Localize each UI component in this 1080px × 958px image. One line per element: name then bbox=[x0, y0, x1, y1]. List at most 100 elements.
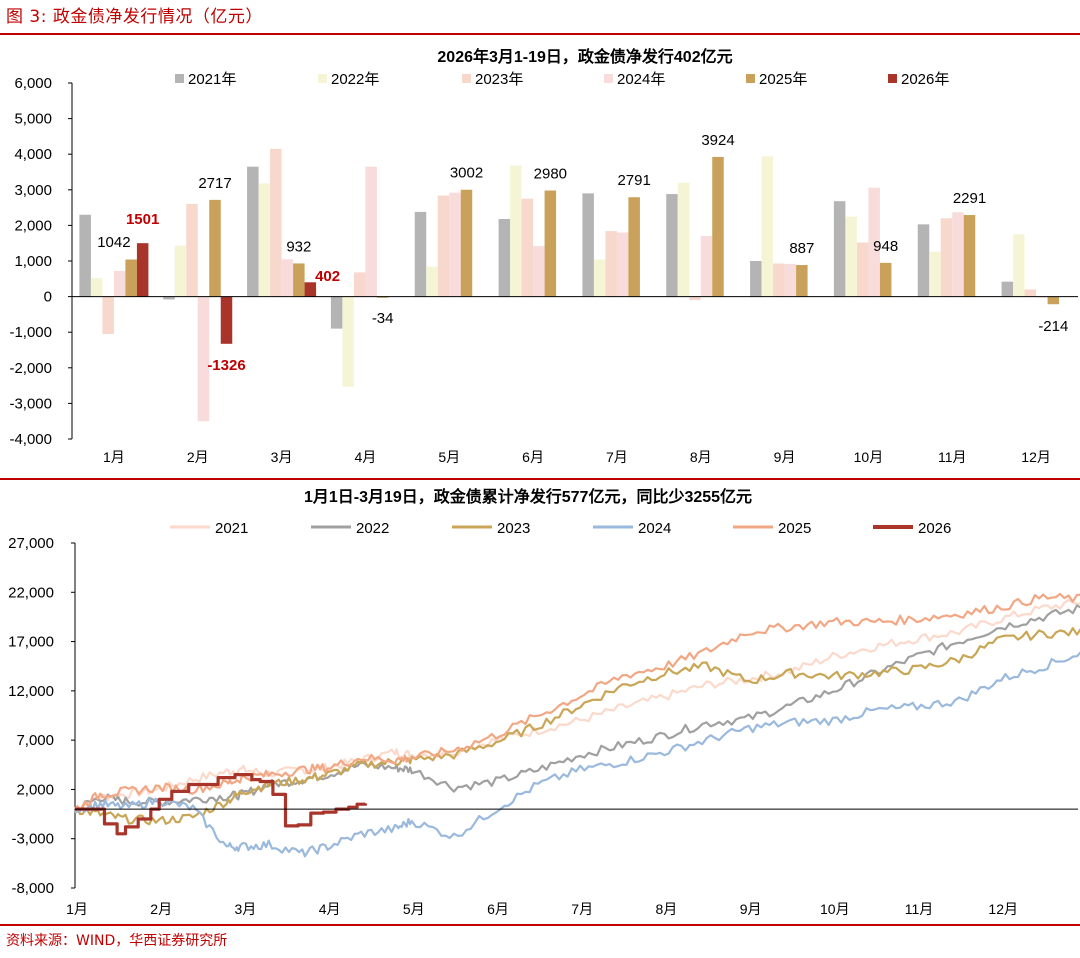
bar-2025 bbox=[460, 189, 473, 297]
bar-legend-label-2025: 2025年 bbox=[759, 71, 807, 88]
bar-label-2026: -1326 bbox=[207, 357, 245, 374]
bar-y-tick-label: 2,000 bbox=[14, 217, 52, 234]
line-series-2022 bbox=[74, 604, 1080, 812]
bar-label-2025: 3924 bbox=[701, 132, 734, 149]
line-x-tick-label: 4月 bbox=[319, 901, 341, 917]
bar-marks bbox=[79, 148, 1060, 422]
bar-x-tick-label: 3月 bbox=[271, 449, 293, 465]
bar-2025 bbox=[376, 296, 389, 298]
bar-y-tick-label: -1,000 bbox=[9, 324, 52, 341]
middle-rule bbox=[0, 478, 1080, 480]
bar-x-tick-label: 9月 bbox=[774, 449, 796, 465]
bar-2023 bbox=[437, 195, 450, 297]
line-x-tick-label: 12月 bbox=[988, 901, 1018, 917]
bar-2024 bbox=[449, 192, 461, 297]
bar-2025 bbox=[293, 263, 305, 297]
bar-legend-label-2024: 2024年 bbox=[617, 71, 665, 88]
bar-label-2025: -34 bbox=[372, 310, 394, 327]
line-y-tick-label: 17,000 bbox=[8, 634, 54, 651]
line-x-tick-label: 1月 bbox=[66, 901, 88, 917]
bar-chart: 2026年3月1-19日，政金债净发行402亿元 2021年 2022年 2023年… bbox=[9, 47, 1078, 465]
line-y-tick-label: 12,000 bbox=[8, 683, 54, 700]
bar-2025 bbox=[544, 190, 557, 297]
line-series-2021 bbox=[74, 598, 1080, 812]
bar-label-2026: 1501 bbox=[126, 211, 159, 228]
bar-2022 bbox=[342, 296, 354, 387]
line-y-tick-label: 22,000 bbox=[8, 584, 54, 601]
line-chart-title: 1月1日-3月19日，政金债累计净发行577亿元，同比少3255亿元 bbox=[304, 487, 752, 506]
bar-label-2025: 1042 bbox=[97, 234, 130, 251]
bar-2021 bbox=[666, 194, 678, 297]
bar-label-2025: 948 bbox=[873, 238, 898, 255]
bar-data-labels: 1042 2717 932 -34 3002 2980 2791 3924 887 948 2291… bbox=[97, 132, 1068, 374]
line-legend-label-2025: 2025 bbox=[778, 520, 811, 537]
line-series-2026 bbox=[75, 773, 368, 836]
bar-2025 bbox=[712, 156, 724, 297]
bar-label-2025: 2980 bbox=[534, 166, 567, 183]
bar-2024 bbox=[616, 232, 629, 297]
source-note: 资料来源：WIND，华西证券研究所 bbox=[6, 933, 228, 949]
bar-y-tick-label: -2,000 bbox=[9, 360, 52, 377]
bar-2022 bbox=[845, 216, 857, 297]
line-marks bbox=[74, 592, 1080, 858]
bar-2023 bbox=[353, 272, 366, 297]
bar-2021 bbox=[498, 218, 511, 297]
bar-2023 bbox=[186, 204, 198, 297]
line-y-tick-label: 27,000 bbox=[8, 535, 54, 552]
line-x-tick-label: 6月 bbox=[487, 901, 509, 917]
bar-y-tick-label: 5,000 bbox=[14, 111, 52, 128]
bar-label-2025: 887 bbox=[789, 240, 814, 257]
bar-2021 bbox=[750, 261, 762, 297]
bar-2022 bbox=[593, 259, 606, 297]
bar-2023 bbox=[940, 218, 953, 297]
bar-2025 bbox=[125, 259, 137, 297]
line-x-tick-label: 5月 bbox=[403, 901, 425, 917]
bar-legend-swatch-2022 bbox=[318, 74, 327, 83]
bar-2026 bbox=[304, 282, 317, 297]
line-y-axis: -8,000 -3,000 2,000 7,000 12,000 17,000 22,000… bbox=[8, 535, 76, 897]
bar-y-tick-label: 6,000 bbox=[14, 75, 52, 92]
bar-x-tick-label: 2月 bbox=[187, 449, 209, 465]
line-legend-label-2021: 2021 bbox=[215, 520, 248, 537]
bar-legend-label-2023: 2023年 bbox=[475, 71, 523, 88]
bar-2023 bbox=[1024, 289, 1037, 297]
bar-label-2026: 402 bbox=[315, 268, 340, 285]
line-x-tick-label: 7月 bbox=[571, 901, 593, 917]
bar-y-tick-label: 4,000 bbox=[14, 146, 52, 163]
bar-x-axis: 1月 2月 3月 4月 5月 6月 7月 8月 9月 10月 11月 12月 bbox=[72, 296, 1078, 465]
line-x-tick-label: 9月 bbox=[740, 901, 762, 917]
bar-2025 bbox=[879, 262, 892, 297]
bar-x-tick-label: 1月 bbox=[103, 449, 125, 465]
bar-x-tick-label: 4月 bbox=[355, 449, 377, 465]
bar-x-tick-label: 11月 bbox=[938, 449, 967, 465]
bar-2024 bbox=[784, 263, 797, 297]
bar-legend-swatch-2023 bbox=[462, 74, 471, 83]
line-series-2025 bbox=[74, 592, 1080, 811]
bar-2023 bbox=[856, 242, 869, 297]
bar-x-tick-label: 5月 bbox=[438, 449, 460, 465]
bar-2025 bbox=[963, 215, 976, 297]
bar-label-2025: -214 bbox=[1038, 318, 1068, 335]
line-y-tick-label: -8,000 bbox=[11, 880, 54, 897]
bar-label-2025: 2717 bbox=[198, 175, 231, 192]
bar-legend: 2021年 2022年 2023年 2024年 2025年 2026年 bbox=[175, 71, 949, 88]
bar-2024 bbox=[113, 270, 126, 297]
bar-2026 bbox=[136, 243, 149, 297]
bar-label-2025: 2291 bbox=[953, 190, 986, 207]
line-legend-label-2026: 2026 bbox=[918, 520, 951, 537]
bar-2022 bbox=[90, 278, 103, 297]
bar-x-tick-label: 6月 bbox=[522, 449, 544, 465]
bar-2023 bbox=[521, 198, 534, 297]
bar-2021 bbox=[163, 296, 175, 300]
bar-y-tick-label: 0 bbox=[44, 289, 52, 306]
line-x-axis: 1月 2月 3月 4月 5月 6月 7月 8月 9月 10月 11月 12月 bbox=[66, 808, 1078, 917]
bar-2024 bbox=[197, 296, 210, 422]
bar-2022 bbox=[426, 266, 438, 297]
bar-2021 bbox=[79, 214, 91, 297]
figure-title: 图 3: 政金债净发行情况（亿元） bbox=[6, 7, 263, 27]
bar-2022 bbox=[174, 245, 187, 297]
line-series-2023 bbox=[74, 627, 1080, 826]
bar-2022 bbox=[677, 182, 690, 297]
bar-2024 bbox=[952, 212, 964, 297]
line-x-tick-label: 10月 bbox=[820, 901, 850, 917]
